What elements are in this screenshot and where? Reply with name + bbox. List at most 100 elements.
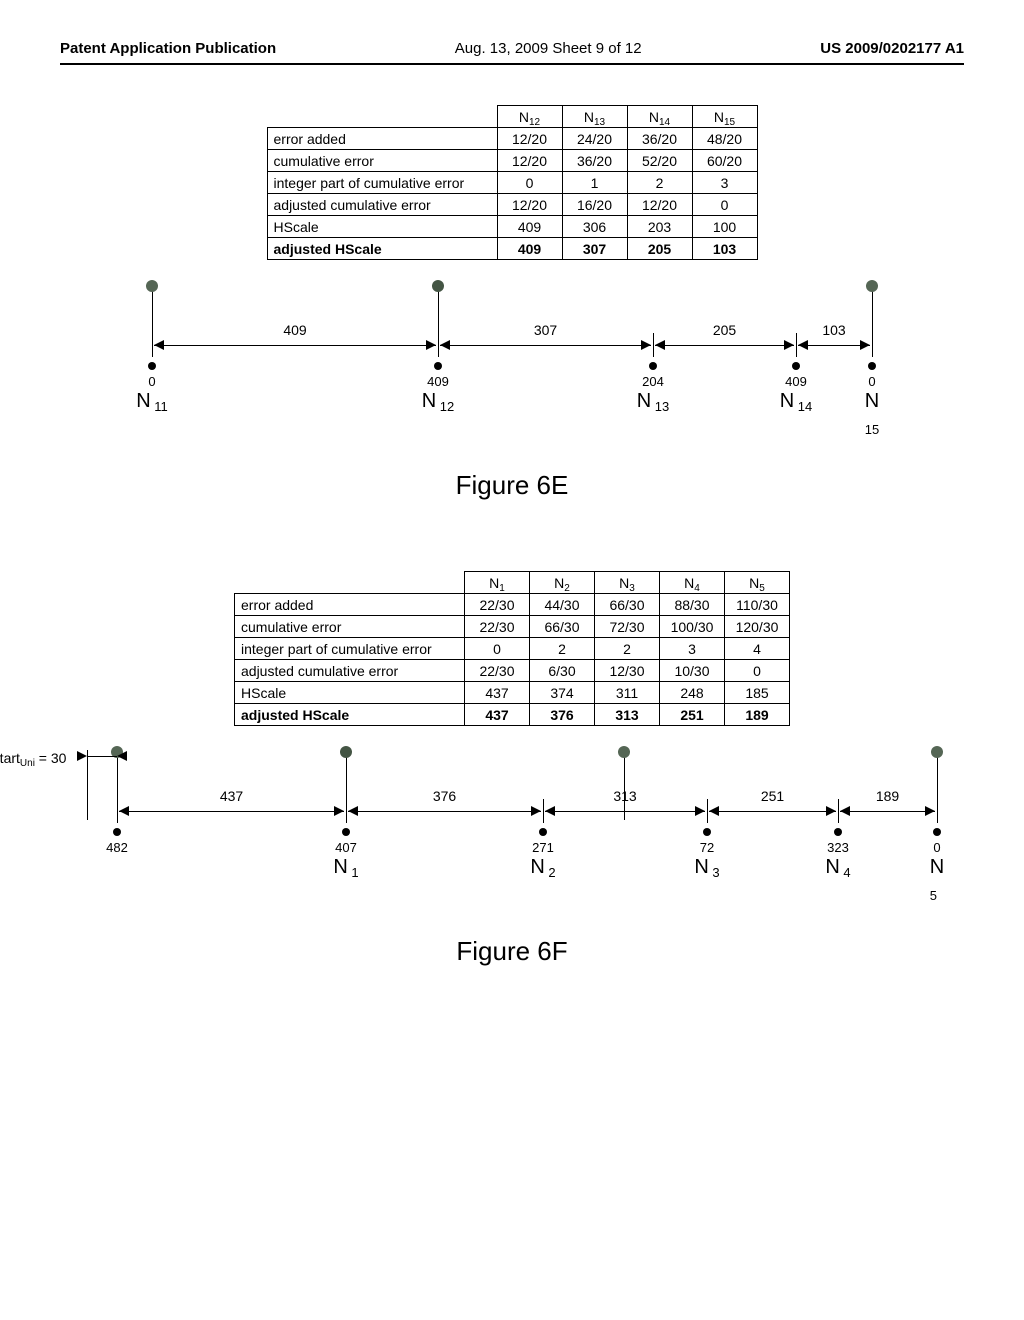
data-cell: 1 [562,172,627,194]
tick-mark [796,333,797,357]
data-cell: 16/20 [562,194,627,216]
data-cell: 203 [627,216,692,238]
data-cell: 12/20 [497,194,562,216]
tall-tick [872,284,873,354]
node-dot [933,828,941,836]
column-header: N15 [692,106,757,128]
top-dot-icon [618,746,630,758]
tall-tick [438,284,439,354]
node-dot [539,828,547,836]
accstart-line [87,756,117,757]
data-cell: 88/30 [660,594,725,616]
data-cell: 120/30 [725,616,790,638]
node-dot [649,362,657,370]
data-cell: 4 [725,638,790,660]
node-value: 72 [700,840,714,855]
header-left: Patent Application Publication [60,40,276,57]
data-cell: 100/30 [660,616,725,638]
node-dot [834,828,842,836]
column-header: N2 [530,572,595,594]
page-header: Patent Application Publication Aug. 13, … [60,40,964,65]
header-right: US 2009/0202177 A1 [820,40,964,57]
data-cell: 376 [530,704,595,726]
tick-mark [707,799,708,823]
data-cell: 22/30 [465,616,530,638]
node-dot [792,362,800,370]
data-cell: 66/30 [595,594,660,616]
arrow-right-icon [334,806,344,816]
node-value: 482 [106,840,128,855]
column-header: N12 [497,106,562,128]
node-value: 409 [785,374,807,389]
data-cell: 6/30 [530,660,595,682]
top-dot-icon [146,280,158,292]
node-label: N 11 [136,390,168,413]
segment-line [154,345,436,346]
data-cell: 12/30 [595,660,660,682]
node-label: N 2 [530,856,555,879]
tick-mark [838,799,839,823]
row-label: HScale [235,682,465,704]
arrow-left-icon [348,806,358,816]
node-value: 407 [335,840,357,855]
data-cell: 409 [497,238,562,260]
data-cell: 307 [562,238,627,260]
patent-figure-page: Patent Application Publication Aug. 13, … [0,0,1024,1320]
arrow-left-icon [154,340,164,350]
data-cell: 0 [692,194,757,216]
row-label: cumulative error [235,616,465,638]
node-label: N 13 [637,390,670,413]
tick-mark [543,799,544,823]
tick-mark [653,333,654,357]
data-cell: 10/30 [660,660,725,682]
arrow-left-icon [709,806,719,816]
arrow-right-icon [531,806,541,816]
row-label: adjusted cumulative error [267,194,497,216]
data-cell: 2 [595,638,660,660]
segment-line [655,345,794,346]
column-header: N3 [595,572,660,594]
data-cell: 22/30 [465,660,530,682]
top-dot-icon [931,746,943,758]
data-cell: 0 [725,660,790,682]
data-cell: 205 [627,238,692,260]
data-cell: 0 [465,638,530,660]
row-label: adjusted HScale [235,704,465,726]
node-dot [703,828,711,836]
node-label: N 14 [780,390,813,413]
top-dot-icon [866,280,878,292]
arrow-left-icon [798,340,808,350]
segment-label: 251 [761,788,784,804]
tall-tick [152,284,153,354]
node-dot [434,362,442,370]
node-value: 323 [827,840,849,855]
arrow-left-icon [119,806,129,816]
node-label: N 1 [333,856,358,879]
data-cell: 100 [692,216,757,238]
data-cell: 248 [660,682,725,704]
table-6f: N1N2N3N4N5error added22/3044/3066/3088/3… [234,571,790,726]
node-value: 409 [427,374,449,389]
node-dot [342,828,350,836]
data-cell: 22/30 [465,594,530,616]
arrow-right-icon [77,751,87,761]
column-header: N5 [725,572,790,594]
row-label: integer part of cumulative error [235,638,465,660]
segment-line [348,811,541,812]
segment-label: 376 [433,788,456,804]
row-label: HScale [267,216,497,238]
data-cell: 110/30 [725,594,790,616]
top-dot-icon [340,746,352,758]
segment-line [545,811,705,812]
segment-label: 437 [220,788,243,804]
data-cell: 437 [465,682,530,704]
data-cell: 437 [465,704,530,726]
data-cell: 306 [562,216,627,238]
segment-label: 205 [713,322,736,338]
figure-caption-6e: Figure 6E [60,470,964,501]
column-header: N4 [660,572,725,594]
node-dot [868,362,876,370]
node-value: 204 [642,374,664,389]
arrow-right-icon [641,340,651,350]
data-cell: 409 [497,216,562,238]
